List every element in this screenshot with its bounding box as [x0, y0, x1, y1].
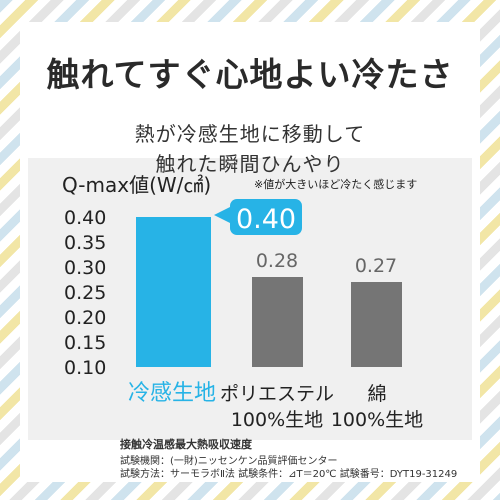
- y-tick-label: 0.10: [64, 357, 106, 379]
- subtitle-line-1: 熱が冷感生地に移動して: [134, 122, 366, 146]
- highlight-callout: [214, 199, 302, 235]
- footnote-test-method: 試験方法：サーモラボⅡ法 試験条件：⊿T＝20℃ 試験番号：DYT19-3124…: [120, 469, 458, 480]
- value-label-2: 0.28: [256, 250, 298, 272]
- footnote-testing-body: 試験機関：(一財)ニッセンケン品質評価センター: [120, 456, 338, 467]
- y-tick-label: 0.20: [64, 307, 106, 329]
- y-tick-label: 0.40: [64, 207, 106, 229]
- category-sublabel-3: 100%生地: [331, 409, 423, 431]
- bar-1: [136, 217, 211, 367]
- chart-note: ※値が大きいほど冷たく感じます: [254, 177, 417, 191]
- y-tick-label: 0.35: [64, 232, 106, 254]
- category-label-3: 綿: [367, 383, 386, 405]
- category-label-1: 冷感生地: [128, 381, 216, 406]
- bar-3: [351, 282, 402, 367]
- headline: 触れてすぐ心地よい冷たさ: [46, 55, 454, 94]
- subtitle-line-2: 触れた瞬間ひんやり: [155, 152, 345, 176]
- y-tick-label: 0.15: [64, 332, 106, 354]
- y-tick-label: 0.25: [64, 282, 106, 304]
- chart-title: Q-max値(W/㎠): [62, 173, 211, 197]
- content-layer: 触れてすぐ心地よい冷たさ 熱が冷感生地に移動して 触れた瞬間ひんやり: [20, 22, 480, 482]
- callout-bubble: [230, 199, 302, 235]
- category-label-2: ポリエステル: [220, 383, 334, 405]
- bars: [136, 217, 402, 367]
- qmax-bar-chart: Q-max値(W/㎠) ※値が大きいほど冷たく感じます 0.40 0.35 0.30…: [62, 173, 423, 431]
- value-label-1: 0.40: [236, 204, 296, 235]
- callout-pointer: [214, 207, 230, 223]
- footnote-title: 接触冷温感最大熱吸収速度: [120, 438, 252, 451]
- bar-2: [252, 277, 303, 367]
- chart-area: Q-max値(W/㎠) ※値が大きいほど冷たく感じます 0.40 0.35 0.30…: [28, 158, 472, 440]
- value-labels: 0.40 0.28 0.27: [236, 204, 397, 277]
- y-axis-ticks: 0.40 0.35 0.30 0.25 0.20 0.15 0.10: [64, 207, 106, 379]
- value-label-3: 0.27: [355, 255, 397, 277]
- y-tick-label: 0.30: [64, 257, 106, 279]
- category-sublabel-2: 100%生地: [231, 409, 323, 431]
